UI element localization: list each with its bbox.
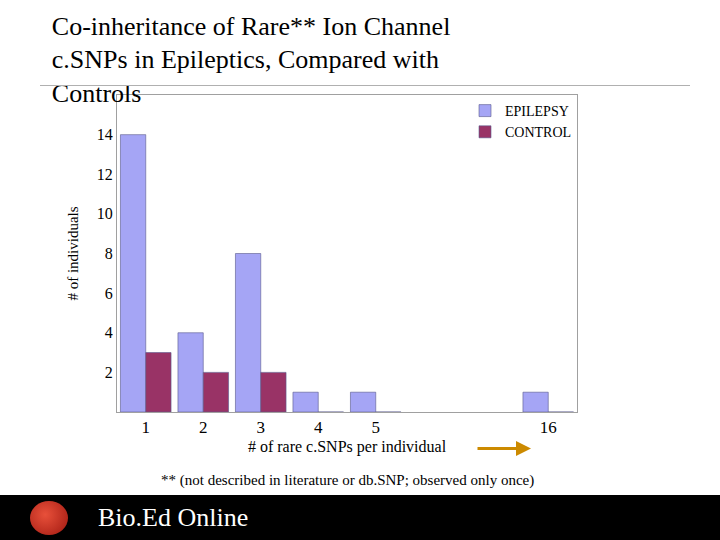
svg-text:1: 1 [142, 418, 151, 437]
svg-text:Co-inheritance of Rare** Ion C: Co-inheritance of Rare** Ion Channelc.SN… [52, 12, 451, 109]
svg-text:2: 2 [199, 418, 208, 437]
svg-text:14: 14 [97, 126, 113, 143]
svg-text:4: 4 [314, 418, 323, 437]
html-text:Bio.Ed Online: Bio.Ed Online [98, 503, 249, 532]
svg-text:8: 8 [105, 245, 113, 262]
svg-text:16: 16 [540, 418, 557, 437]
svg-text:6: 6 [105, 285, 113, 302]
svg-text:# of individuals: # of individuals [65, 206, 81, 300]
svg-text:EPILEPSY: EPILEPSY [505, 104, 569, 119]
svg-text:CONTROL: CONTROL [505, 125, 571, 140]
svg-text:** (not described in literatur: ** (not described in literature or db.SN… [161, 472, 534, 489]
svg-text:10: 10 [97, 205, 113, 222]
svg-text:4: 4 [105, 324, 113, 341]
svg-text:12: 12 [97, 166, 113, 183]
svg-text:2: 2 [105, 364, 113, 381]
svg-text:5: 5 [372, 418, 381, 437]
svg-text:3: 3 [257, 418, 266, 437]
svg-text:# of rare c.SNPs per individua: # of rare c.SNPs per individual [248, 438, 447, 456]
